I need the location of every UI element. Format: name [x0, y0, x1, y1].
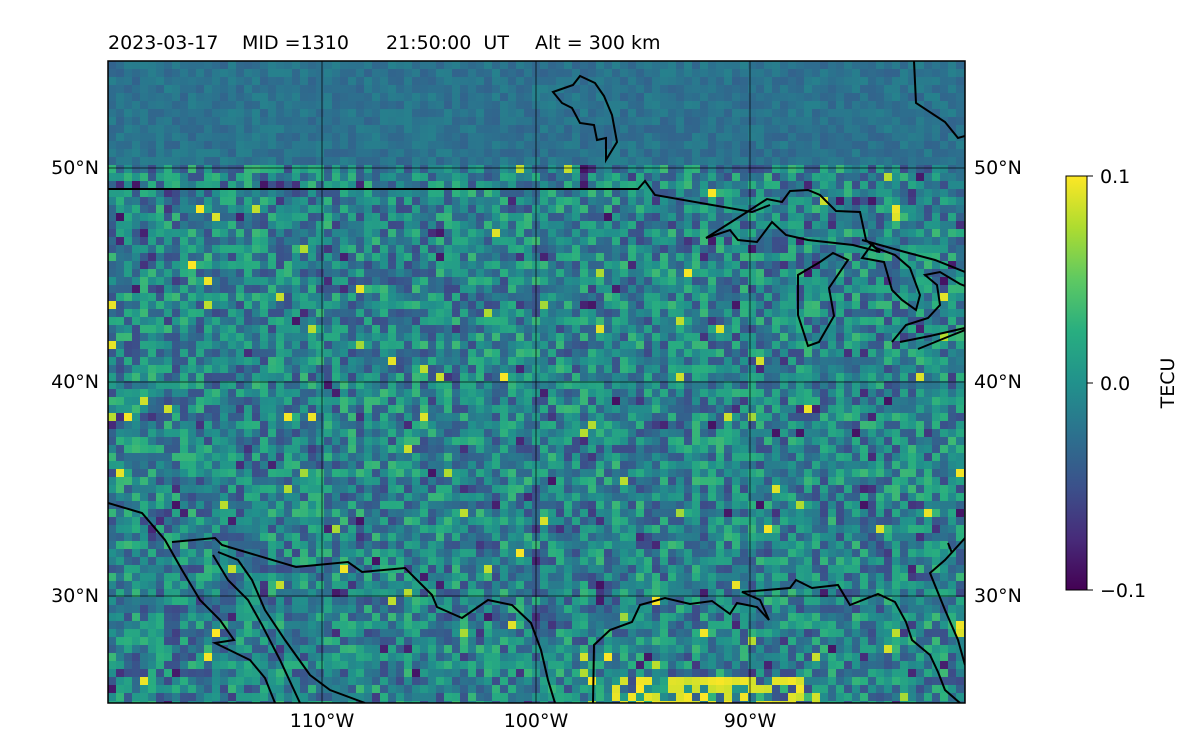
graticule: [108, 61, 965, 703]
map-title-alt: Alt = 300 km: [535, 32, 661, 54]
gulf-of-california-east: [212, 554, 301, 703]
lat-tick-right-40n: 40°N: [974, 371, 1022, 393]
lat-tick-left-40n: 40°N: [51, 371, 99, 393]
colorbar-gradient: [1065, 175, 1088, 591]
map-title-date: 2023-03-17: [108, 32, 218, 54]
colorbar-tick-label-max: 0.1: [1100, 166, 1130, 188]
map-frame: [107, 60, 966, 704]
lon-tick-90w: 90°W: [724, 710, 777, 732]
lon-tick-100w: 100°W: [504, 710, 569, 732]
colorbar: 0.1 0.0 −0.1 TECU: [1065, 166, 1179, 602]
lake-erie-ontario: [891, 270, 965, 350]
us-canada-border: [108, 179, 771, 214]
baja-california: [108, 502, 276, 703]
great-lakes-link: [861, 239, 965, 273]
lon-tick-110w: 110°W: [290, 710, 355, 732]
lake-superior: [705, 188, 881, 253]
florida-cape: [947, 542, 953, 554]
lat-tick-left-30n: 30°N: [51, 585, 99, 607]
lake-huron: [860, 242, 922, 312]
tec-heatmap: [108, 61, 965, 703]
gulf-of-mexico-coast: [592, 578, 961, 703]
colorbar-label: TECU: [1157, 358, 1179, 410]
hudson-bay-coast: [913, 61, 965, 140]
colorbar-tick-label-min: −0.1: [1100, 580, 1146, 602]
lake-michigan: [797, 251, 850, 348]
lat-tick-left-50n: 50°N: [51, 157, 99, 179]
florida-east-coast: [928, 537, 965, 666]
map-title-time: 21:50:00 UT: [386, 32, 509, 54]
lat-tick-right-30n: 30°N: [974, 585, 1022, 607]
map-title-mid: MID =1310: [242, 32, 349, 54]
gulf-of-california-west: [217, 551, 366, 703]
map-panel: [107, 60, 966, 704]
lake-winnipeg: [551, 74, 619, 164]
coastlines: [108, 61, 965, 703]
lat-tick-right-50n: 50°N: [974, 157, 1022, 179]
colorbar-tick-label-mid: 0.0: [1100, 373, 1130, 395]
